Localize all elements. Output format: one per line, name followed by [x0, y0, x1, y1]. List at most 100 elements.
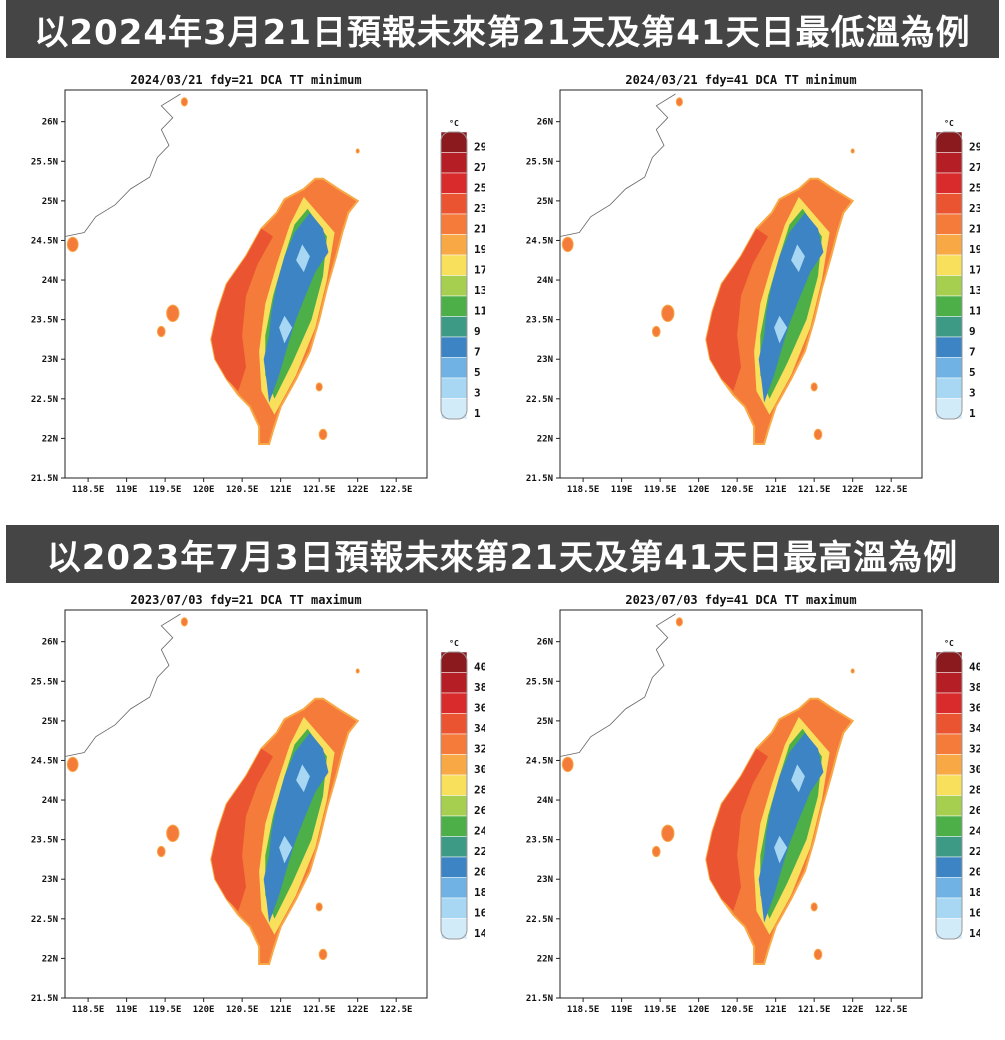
x-tick-label: 119.5E — [149, 1005, 182, 1015]
colorbar-label: 18 — [969, 886, 980, 899]
y-tick-label: 23N — [537, 355, 553, 365]
temp-field-plain — [211, 228, 273, 391]
colorbar-label: 32 — [474, 743, 485, 756]
y-tick-label: 24.5N — [31, 236, 58, 246]
island — [850, 668, 855, 674]
coastline — [559, 613, 676, 757]
colorbar-label: 19 — [474, 243, 485, 256]
colorbar-segment — [935, 672, 963, 694]
x-tick-label: 120.5E — [226, 1005, 259, 1015]
colorbar-label: 14 — [474, 927, 485, 940]
colorbar-segment — [935, 357, 963, 379]
colorbar-segment — [440, 856, 468, 878]
x-tick-label: 118.5E — [72, 485, 105, 495]
colorbar-segment — [440, 754, 468, 776]
x-tick-label: 118.5E — [567, 485, 600, 495]
colorbar-segment — [935, 651, 963, 673]
y-tick-label: 25.5N — [526, 157, 553, 167]
colorbar-segment — [440, 651, 468, 673]
temp-field-peak — [279, 315, 293, 344]
colorbar-segment — [440, 152, 468, 174]
x-tick-label: 120E — [688, 1005, 710, 1015]
colorbar-label: 25 — [969, 182, 980, 195]
y-tick-label: 23N — [537, 875, 553, 885]
colorbar-segment — [935, 377, 963, 399]
x-tick-label: 120E — [688, 485, 710, 495]
temp-field-peak — [279, 835, 293, 864]
y-tick-label: 25N — [537, 197, 553, 207]
colorbar-label: 16 — [474, 907, 485, 920]
island — [156, 845, 166, 858]
y-tick-label: 22N — [42, 954, 58, 964]
y-tick-label: 25N — [42, 197, 58, 207]
colorbar-label: 9 — [969, 325, 976, 338]
colorbar-segment — [935, 131, 963, 153]
colorbar-label: 30 — [969, 763, 980, 776]
y-tick-label: 23.5N — [526, 316, 553, 326]
x-tick-label: 119.5E — [149, 485, 182, 495]
colorbar-label: 3 — [969, 387, 976, 400]
island — [651, 845, 661, 858]
island — [813, 948, 823, 961]
map-title: 2023/07/03 fdy=41 DCA TT maximum — [625, 593, 856, 607]
colorbar-label: 28 — [969, 784, 980, 797]
y-tick-label: 22.5N — [526, 395, 553, 405]
y-tick-label: 21.5N — [31, 994, 58, 1004]
island — [318, 428, 328, 441]
y-tick-label: 22N — [537, 434, 553, 444]
y-tick-label: 23.5N — [526, 836, 553, 846]
colorbar-segment — [935, 856, 963, 878]
colorbar-label: 34 — [474, 722, 485, 735]
island — [675, 617, 683, 627]
x-tick-label: 121E — [765, 485, 787, 495]
colorbar-segment — [440, 336, 468, 358]
map-title: 2024/03/21 fdy=41 DCA TT minimum — [625, 73, 856, 87]
colorbar-segment — [440, 672, 468, 694]
y-tick-label: 24N — [537, 276, 553, 286]
x-tick-label: 122E — [347, 1005, 369, 1015]
map-panel-min-fdy41: 2024/03/21 fdy=41 DCA TT minimum 118.5E 1 1… — [500, 70, 980, 520]
y-tick-label: 22.5N — [31, 395, 58, 405]
island — [355, 668, 360, 674]
map-svg: 2023/07/03 fdy=41 DCA TT maximum 118.5E 11… — [526, 593, 980, 1015]
colorbar-segment — [935, 836, 963, 858]
colorbar-label: 38 — [969, 681, 980, 694]
colorbar-label: 5 — [969, 366, 976, 379]
colorbar-label: 40 — [969, 661, 980, 674]
colorbar-label: 21 — [474, 223, 485, 236]
coastline — [64, 613, 181, 757]
island — [661, 824, 675, 843]
island — [315, 902, 323, 912]
x-tick-label: 118.5E — [72, 1005, 105, 1015]
colorbar-segment — [440, 918, 468, 940]
x-tick-label: 122.5E — [875, 1005, 908, 1015]
y-tick-label: 26N — [42, 118, 58, 128]
colorbar-label: 24 — [969, 825, 980, 838]
colorbar-label: 1 — [474, 407, 481, 420]
colorbar-segment — [935, 774, 963, 796]
colorbar-label: 1 — [969, 407, 976, 420]
temp-field-mountain — [758, 732, 824, 923]
colorbar-label: 30 — [474, 763, 485, 776]
map-panel-max-fdy21: 2023/07/03 fdy=21 DCA TT maximum 118.5E 11… — [5, 590, 485, 1040]
x-tick-label: 122.5E — [380, 485, 413, 495]
x-tick-label: 122.5E — [380, 1005, 413, 1015]
colorbar-segment — [440, 877, 468, 899]
island — [675, 97, 683, 107]
x-tick-label: 121E — [270, 485, 292, 495]
colorbar-label: 25 — [474, 182, 485, 195]
colorbar-label: 20 — [474, 866, 485, 879]
colorbar-label: 36 — [969, 702, 980, 715]
colorbar-outline — [440, 131, 468, 420]
temp-field-peak — [791, 244, 805, 273]
y-tick-label: 24N — [42, 276, 58, 286]
colorbar-label: 26 — [474, 804, 485, 817]
colorbar-outline — [935, 651, 963, 940]
colorbar-segment — [935, 193, 963, 215]
colorbar-label: 16 — [969, 907, 980, 920]
y-tick-label: 23N — [42, 875, 58, 885]
x-tick-label: 120E — [193, 1005, 215, 1015]
y-tick-label: 24.5N — [31, 756, 58, 766]
x-tick-label: 122.5E — [875, 485, 908, 495]
island — [166, 824, 180, 843]
